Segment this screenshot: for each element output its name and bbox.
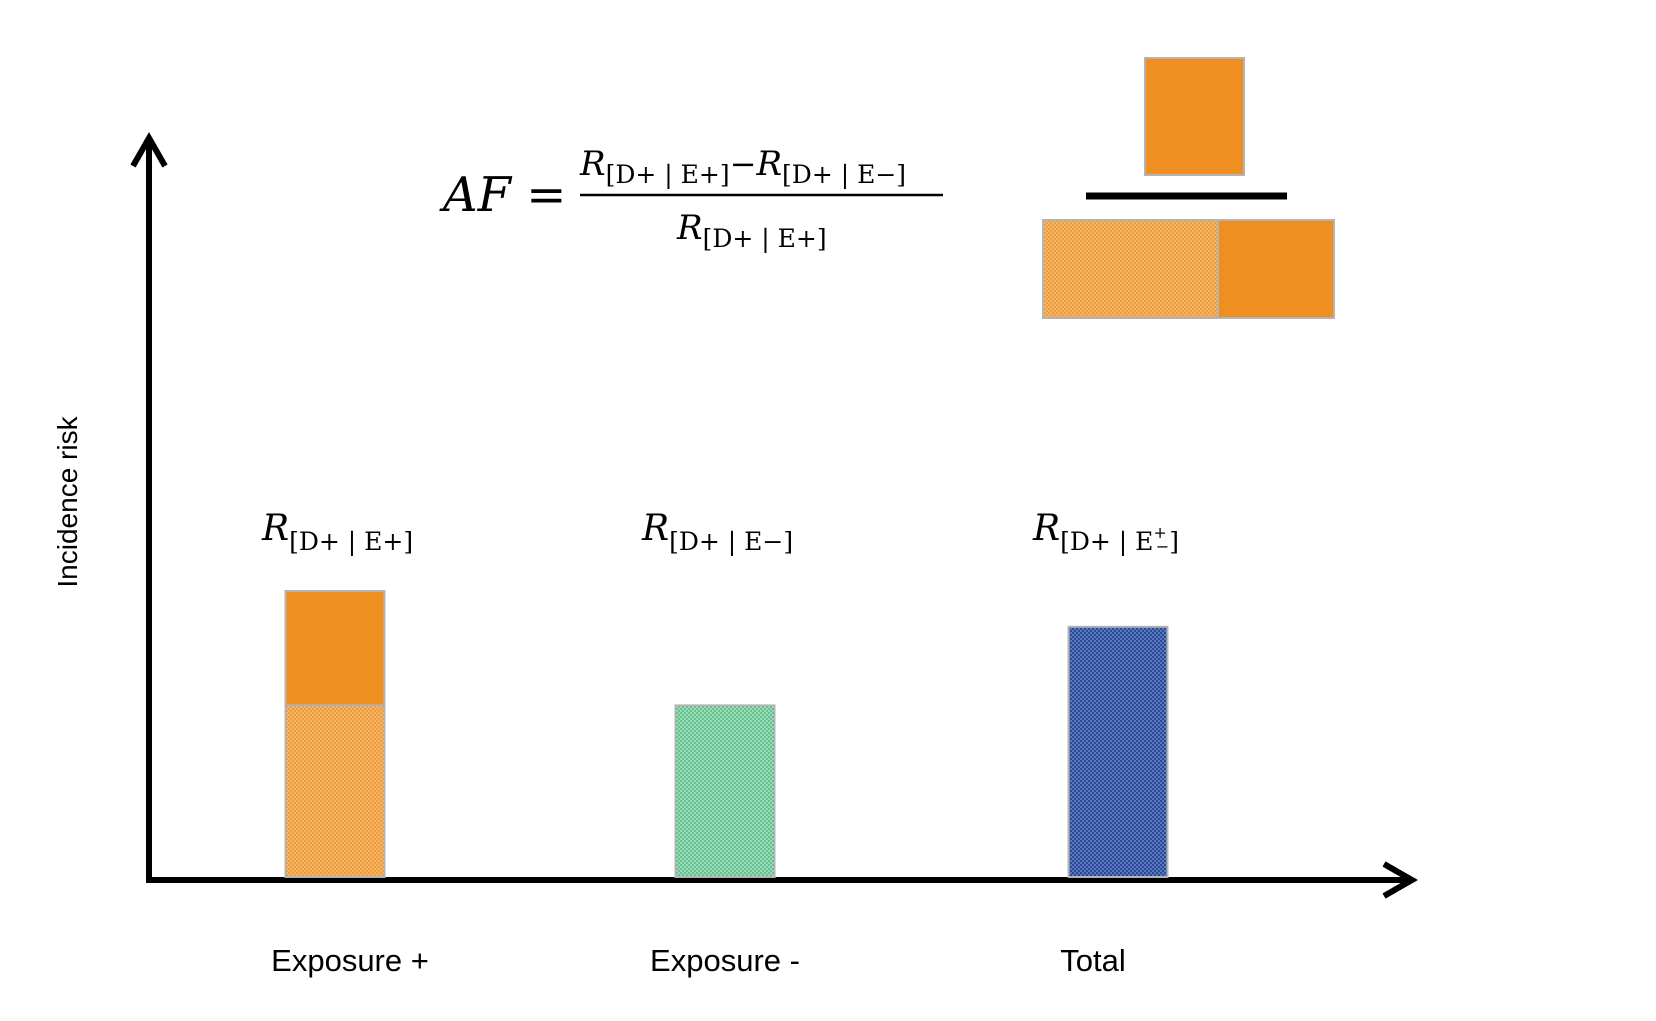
bar-exposure-plus-attributable	[284, 590, 386, 707]
fraction-icon	[1042, 57, 1335, 319]
attributable-fraction-formula: AF = R[D+ | E+]−R[D+ | E−] R[D+ | E+]	[439, 144, 943, 254]
y-axis-arrowhead	[130, 131, 168, 168]
y-axis-label: Incidence risk	[52, 415, 83, 587]
bar-label-exposure-minus: R[D+ | E−]	[641, 508, 793, 557]
bar-exposure-plus-baseline	[284, 704, 386, 879]
bars-group	[284, 590, 1169, 879]
bar-exposure-minus-baseline	[674, 704, 776, 879]
formula-denominator: R[D+ | E+]	[676, 208, 827, 254]
fraction-icon-denominator-baseline	[1042, 219, 1219, 319]
category-label-exposure-plus: Exposure +	[271, 943, 429, 978]
formula-lhs: AF =	[439, 167, 566, 223]
fraction-icon-denominator-attributable	[1217, 219, 1335, 319]
fraction-icon-numerator-block	[1144, 57, 1245, 176]
category-labels: Exposure + Exposure - Total	[271, 943, 1126, 978]
bar-label-total: R[D+ | E+ −]	[1032, 508, 1179, 557]
x-axis-arrowhead	[1382, 861, 1419, 899]
category-label-exposure-minus: Exposure -	[650, 943, 800, 978]
formula-numerator: R[D+ | E+]−R[D+ | E−]	[579, 144, 906, 190]
bar-label-exposure-plus: R[D+ | E+]	[261, 508, 413, 557]
category-label-total: Total	[1060, 943, 1125, 978]
bar-total-total	[1067, 625, 1169, 878]
